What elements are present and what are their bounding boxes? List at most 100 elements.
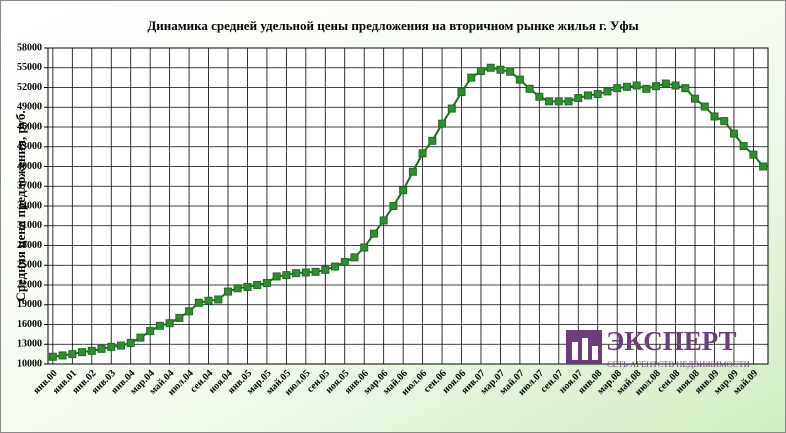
marker: [545, 97, 554, 106]
marker: [408, 167, 417, 176]
marker: [97, 344, 106, 353]
logo-icon: [582, 338, 588, 360]
y-tick-label: 58000: [17, 42, 42, 53]
marker: [700, 102, 709, 111]
marker: [78, 348, 87, 357]
y-tick-label: 13000: [17, 339, 42, 350]
marker: [321, 265, 330, 274]
marker: [292, 269, 301, 278]
marker: [428, 136, 437, 145]
chart-title: Динамика средней удельной цены предложен…: [147, 18, 638, 33]
marker: [136, 333, 145, 342]
marker: [399, 186, 408, 195]
y-tick-label: 34000: [17, 200, 42, 211]
marker: [340, 257, 349, 266]
marker: [48, 352, 57, 361]
marker: [691, 94, 700, 103]
marker: [68, 350, 77, 359]
marker: [613, 84, 622, 93]
y-tick-label: 19000: [17, 299, 42, 310]
marker: [642, 84, 651, 93]
marker: [574, 94, 583, 103]
marker: [214, 295, 223, 304]
y-tick-label: 40000: [17, 161, 42, 172]
marker: [438, 119, 447, 128]
marker: [759, 162, 768, 171]
marker: [447, 104, 456, 113]
marker: [311, 267, 320, 276]
marker: [652, 82, 661, 91]
marker: [476, 67, 485, 76]
marker: [622, 82, 631, 91]
marker: [165, 319, 174, 328]
y-axis-label: Средняя цена предложения, руб.: [13, 110, 28, 301]
y-tick-label: 55000: [17, 62, 42, 73]
marker: [155, 321, 164, 330]
marker: [467, 73, 476, 82]
marker: [262, 279, 271, 288]
y-tick-label: 25000: [17, 260, 42, 271]
marker: [185, 307, 194, 316]
marker: [87, 346, 96, 355]
marker: [233, 284, 242, 293]
marker: [116, 341, 125, 350]
marker: [584, 91, 592, 100]
marker: [729, 129, 738, 138]
marker: [564, 97, 573, 106]
marker: [360, 243, 369, 252]
marker: [350, 253, 359, 262]
marker: [243, 282, 252, 291]
marker: [506, 67, 515, 76]
marker: [710, 112, 719, 121]
marker: [720, 117, 729, 126]
marker: [632, 81, 641, 90]
logo-subtitle: СЕТЬ АГЕНТСТВ НЕДВИЖИМОСТИ: [607, 359, 750, 369]
marker: [301, 268, 310, 277]
marker: [58, 351, 67, 360]
y-tick-label: 16000: [17, 319, 42, 330]
marker: [282, 271, 291, 280]
marker: [126, 338, 135, 347]
y-tick-label: 49000: [17, 102, 42, 113]
marker: [379, 216, 388, 225]
marker: [107, 342, 116, 351]
y-tick-label: 46000: [17, 121, 42, 132]
y-tick-label: 31000: [17, 220, 42, 231]
marker: [739, 142, 748, 151]
y-tick-label: 37000: [17, 181, 42, 192]
marker: [496, 65, 505, 74]
y-tick-label: 52000: [17, 82, 42, 93]
logo-icon: [572, 342, 578, 360]
marker: [525, 84, 534, 93]
marker: [681, 84, 690, 93]
y-tick-label: 22000: [17, 279, 42, 290]
marker: [535, 92, 544, 101]
logo: ЭКСПЕРТ СЕТЬ АГЕНТСТВ НЕДВИЖИМОСТИ: [566, 326, 750, 369]
marker: [369, 229, 378, 238]
marker: [253, 281, 262, 289]
y-tick-label: 28000: [17, 240, 42, 251]
marker: [603, 87, 612, 96]
marker: [515, 75, 524, 84]
marker: [486, 63, 495, 72]
marker: [204, 296, 213, 305]
marker: [331, 262, 340, 271]
marker: [146, 327, 155, 336]
logo-icon: [592, 346, 598, 360]
logo-title: ЭКСПЕРТ: [606, 326, 737, 356]
marker: [194, 298, 203, 307]
y-tick-label: 10000: [17, 358, 42, 369]
y-tick-label: 43000: [17, 141, 42, 152]
marker: [749, 150, 758, 159]
marker: [457, 88, 466, 97]
marker: [661, 79, 670, 88]
marker: [418, 149, 427, 158]
marker: [389, 202, 398, 210]
marker: [224, 287, 232, 296]
marker: [554, 97, 563, 106]
marker: [272, 272, 281, 281]
marker: [593, 90, 602, 99]
marker: [671, 81, 680, 90]
marker: [175, 313, 184, 322]
